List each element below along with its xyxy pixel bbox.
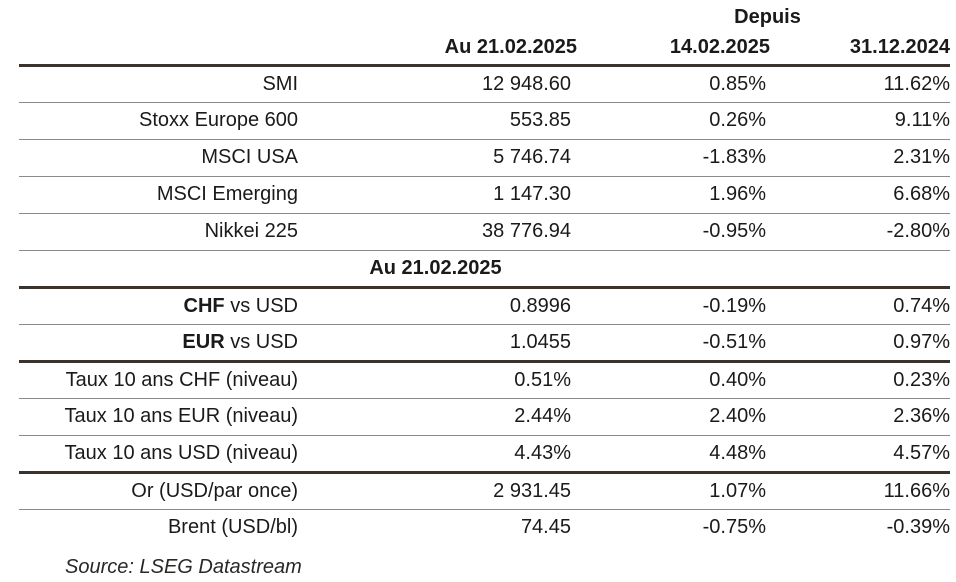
row-since-ytd: 0.97% xyxy=(893,330,950,353)
empty-cell xyxy=(19,2,298,32)
row-since-ytd: 11.62% xyxy=(883,72,950,95)
row-since-ytd: 2.31% xyxy=(893,146,950,168)
row-label-text: Brent (USD/bl) xyxy=(167,516,298,539)
row-label: Or (USD/par once) xyxy=(19,472,298,509)
mid-value-date-header: Au 21.02.2025 xyxy=(369,256,502,279)
row-since-ytd: 9.11% xyxy=(894,109,950,131)
table-row-taux-chf: Taux 10 ans CHF (niveau) 0.51% 0.40% 0.2… xyxy=(19,361,950,398)
row-value: 2 931.45 xyxy=(493,479,571,502)
row-since-ytd: 2.36% xyxy=(893,405,950,427)
row-label-text: Stoxx Europe 600 xyxy=(139,109,298,131)
table-row-or: Or (USD/par once) 2 931.45 1.07% 11.66% xyxy=(19,472,950,509)
depuis-header-row: Depuis xyxy=(19,2,950,32)
row-value: 74.45 xyxy=(520,516,571,539)
row-since-mid: 1.96% xyxy=(709,183,766,205)
table-row-taux-eur: Taux 10 ans EUR (niveau) 2.44% 2.40% 2.3… xyxy=(19,398,950,435)
row-label: Taux 10 ans CHF (niveau) xyxy=(19,361,298,398)
row-value: 553.85 xyxy=(509,109,571,131)
empty-cell xyxy=(298,2,585,32)
row-label: EUR vs USD xyxy=(19,324,298,361)
row-label-text: vs USD xyxy=(224,330,298,353)
row-label-text: SMI xyxy=(262,72,298,95)
row-value: 1 147.30 xyxy=(493,183,571,205)
table-row-smi: SMI 12 948.60 0.85% 11.62% xyxy=(19,65,950,102)
table-row-eur-usd: EUR vs USD 1.0455 -0.51% 0.97% xyxy=(19,324,950,361)
since-ytd-header: 31.12.2024 xyxy=(849,36,950,59)
row-since-ytd: -2.80% xyxy=(886,220,950,242)
row-label-text: Taux 10 ans EUR (niveau) xyxy=(64,405,298,427)
empty-cell xyxy=(19,32,298,65)
table-row-brent: Brent (USD/bl) 74.45 -0.75% -0.39% xyxy=(19,509,950,546)
row-since-ytd: 4.57% xyxy=(893,441,950,464)
mid-section-header-row: Au 21.02.2025 xyxy=(19,250,950,287)
row-value: 0.51% xyxy=(514,368,571,391)
row-since-ytd: 0.74% xyxy=(893,294,950,317)
row-since-mid: 0.85% xyxy=(709,72,766,95)
row-label-text: Taux 10 ans CHF (niveau) xyxy=(65,368,298,391)
row-since-mid: -0.19% xyxy=(702,294,766,317)
row-value: 4.43% xyxy=(514,441,571,464)
row-since-mid: 1.07% xyxy=(709,479,766,502)
depuis-header: Depuis xyxy=(734,5,801,28)
since-mid-header: 14.02.2025 xyxy=(669,36,770,59)
row-since-ytd: -0.39% xyxy=(886,516,950,539)
row-label: Stoxx Europe 600 xyxy=(19,102,298,139)
empty-cell xyxy=(585,250,770,287)
row-label-bold: EUR xyxy=(182,330,225,353)
row-label-text: Or (USD/par once) xyxy=(131,479,298,502)
row-since-mid: 0.40% xyxy=(709,368,766,391)
row-label-text: MSCI Emerging xyxy=(156,183,298,205)
row-since-mid: -0.51% xyxy=(702,330,766,353)
row-since-mid: -0.75% xyxy=(702,516,766,539)
row-since-ytd: 0.23% xyxy=(893,368,950,391)
market-data-table: Depuis Au 21.02.2025 14.02.2025 31.12.20… xyxy=(19,2,950,546)
row-value: 2.44% xyxy=(514,405,571,427)
row-since-mid: 0.26% xyxy=(709,109,766,131)
row-label: MSCI Emerging xyxy=(19,176,298,213)
row-label-bold: CHF xyxy=(183,294,225,317)
empty-cell xyxy=(19,250,298,287)
row-since-mid: -0.95% xyxy=(702,220,766,242)
row-label: Nikkei 225 xyxy=(19,213,298,250)
row-label: MSCI USA xyxy=(19,139,298,176)
row-label-text: Nikkei 225 xyxy=(204,220,298,242)
row-value: 5 746.74 xyxy=(493,146,571,168)
row-label: Taux 10 ans EUR (niveau) xyxy=(19,398,298,435)
row-since-mid: -1.83% xyxy=(702,146,766,168)
row-value: 1.0455 xyxy=(509,330,571,353)
source-attribution: Source: LSEG Datastream xyxy=(65,556,302,578)
row-since-mid: 2.40% xyxy=(709,405,766,427)
row-label: Brent (USD/bl) xyxy=(19,509,298,546)
row-label-text: MSCI USA xyxy=(201,146,298,168)
row-label: Taux 10 ans USD (niveau) xyxy=(19,435,298,472)
table-row-taux-usd: Taux 10 ans USD (niveau) 4.43% 4.48% 4.5… xyxy=(19,435,950,472)
empty-cell xyxy=(770,250,950,287)
table-row-chf-usd: CHF vs USD 0.8996 -0.19% 0.74% xyxy=(19,287,950,324)
table-row-msci-emerging: MSCI Emerging 1 147.30 1.96% 6.68% xyxy=(19,176,950,213)
table-row-stoxx: Stoxx Europe 600 553.85 0.26% 9.11% xyxy=(19,102,950,139)
row-since-mid: 4.48% xyxy=(709,441,766,464)
table-row-msci-usa: MSCI USA 5 746.74 -1.83% 2.31% xyxy=(19,139,950,176)
row-label: SMI xyxy=(19,65,298,102)
row-label-text: Taux 10 ans USD (niveau) xyxy=(64,441,298,464)
row-since-ytd: 11.66% xyxy=(883,479,950,502)
value-date-header: Au 21.02.2025 xyxy=(444,36,577,59)
column-header-row: Au 21.02.2025 14.02.2025 31.12.2024 xyxy=(19,32,950,65)
row-value: 38 776.94 xyxy=(482,220,571,242)
table-row-nikkei: Nikkei 225 38 776.94 -0.95% -2.80% xyxy=(19,213,950,250)
row-value: 12 948.60 xyxy=(482,72,571,95)
row-label-text: vs USD xyxy=(224,294,298,317)
row-since-ytd: 6.68% xyxy=(893,183,950,205)
row-value: 0.8996 xyxy=(509,294,571,317)
row-label: CHF vs USD xyxy=(19,287,298,324)
